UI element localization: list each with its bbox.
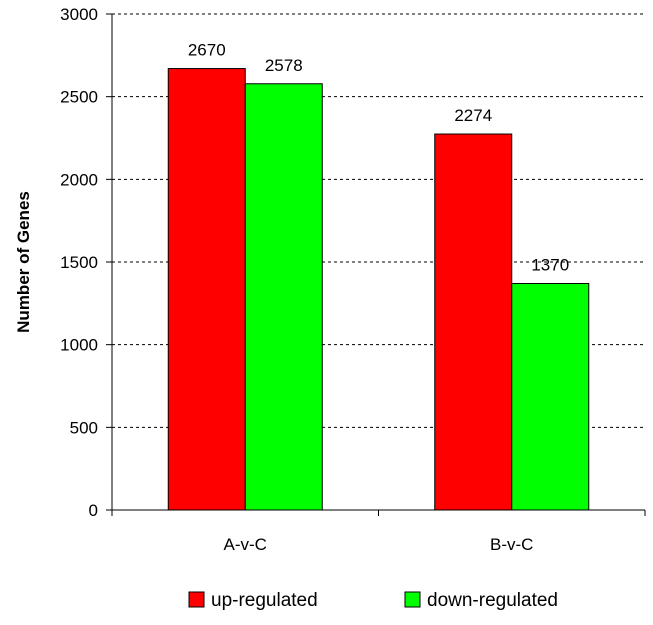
y-tick-label: 3000 xyxy=(60,5,98,24)
x-axis-categories: A-v-C B-v-C xyxy=(111,510,646,554)
y-axis-ticks: 0 500 1000 1500 2000 2500 3000 xyxy=(60,5,112,520)
bar-up-regulated-B-v-C xyxy=(434,133,513,511)
y-tick-label: 500 xyxy=(70,418,98,437)
bars xyxy=(167,68,590,511)
value-label: 2670 xyxy=(188,41,226,60)
x-category-label: B-v-C xyxy=(490,535,533,554)
legend-swatch xyxy=(404,591,421,608)
y-tick-label: 2000 xyxy=(60,170,98,189)
value-label: 2274 xyxy=(454,106,492,125)
bar-up-regulated-A-v-C xyxy=(167,68,246,511)
y-tick-label: 0 xyxy=(89,501,98,520)
value-labels: 2670 2578 2274 1370 xyxy=(188,41,569,275)
y-tick-label: 1500 xyxy=(60,253,98,272)
y-axis-title: Number of Genes xyxy=(14,191,33,333)
y-tick-label: 2500 xyxy=(60,88,98,107)
value-label: 1370 xyxy=(531,255,569,274)
bar-down-regulated-A-v-C xyxy=(244,83,323,511)
bar-down-regulated-B-v-C xyxy=(511,282,590,511)
value-label: 2578 xyxy=(265,56,303,75)
legend-swatch xyxy=(188,591,205,608)
legend-label: down-regulated xyxy=(427,590,558,611)
x-category-label: A-v-C xyxy=(224,535,267,554)
legend: up-regulated down-regulated xyxy=(188,590,558,611)
y-tick-label: 1000 xyxy=(60,336,98,355)
legend-label: up-regulated xyxy=(211,590,318,611)
